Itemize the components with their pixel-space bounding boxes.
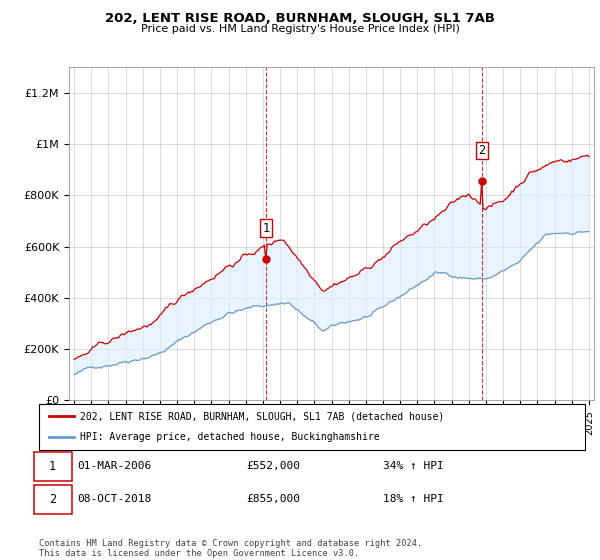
FancyBboxPatch shape	[34, 485, 72, 514]
Text: 08-OCT-2018: 08-OCT-2018	[77, 494, 151, 505]
Text: HPI: Average price, detached house, Buckinghamshire: HPI: Average price, detached house, Buck…	[80, 432, 380, 442]
FancyBboxPatch shape	[34, 452, 72, 481]
Text: 202, LENT RISE ROAD, BURNHAM, SLOUGH, SL1 7AB: 202, LENT RISE ROAD, BURNHAM, SLOUGH, SL…	[105, 12, 495, 25]
Text: 2: 2	[478, 144, 485, 157]
Text: 18% ↑ HPI: 18% ↑ HPI	[383, 494, 444, 505]
Text: 2: 2	[49, 493, 56, 506]
Text: 202, LENT RISE ROAD, BURNHAM, SLOUGH, SL1 7AB (detached house): 202, LENT RISE ROAD, BURNHAM, SLOUGH, SL…	[80, 411, 444, 421]
Text: £855,000: £855,000	[247, 494, 301, 505]
FancyBboxPatch shape	[39, 404, 585, 450]
Text: Contains HM Land Registry data © Crown copyright and database right 2024.
This d: Contains HM Land Registry data © Crown c…	[39, 539, 422, 558]
Text: 1: 1	[49, 460, 56, 473]
Text: 01-MAR-2006: 01-MAR-2006	[77, 461, 151, 472]
Text: 34% ↑ HPI: 34% ↑ HPI	[383, 461, 444, 472]
Text: £552,000: £552,000	[247, 461, 301, 472]
Text: 1: 1	[262, 222, 269, 235]
Text: Price paid vs. HM Land Registry's House Price Index (HPI): Price paid vs. HM Land Registry's House …	[140, 24, 460, 34]
